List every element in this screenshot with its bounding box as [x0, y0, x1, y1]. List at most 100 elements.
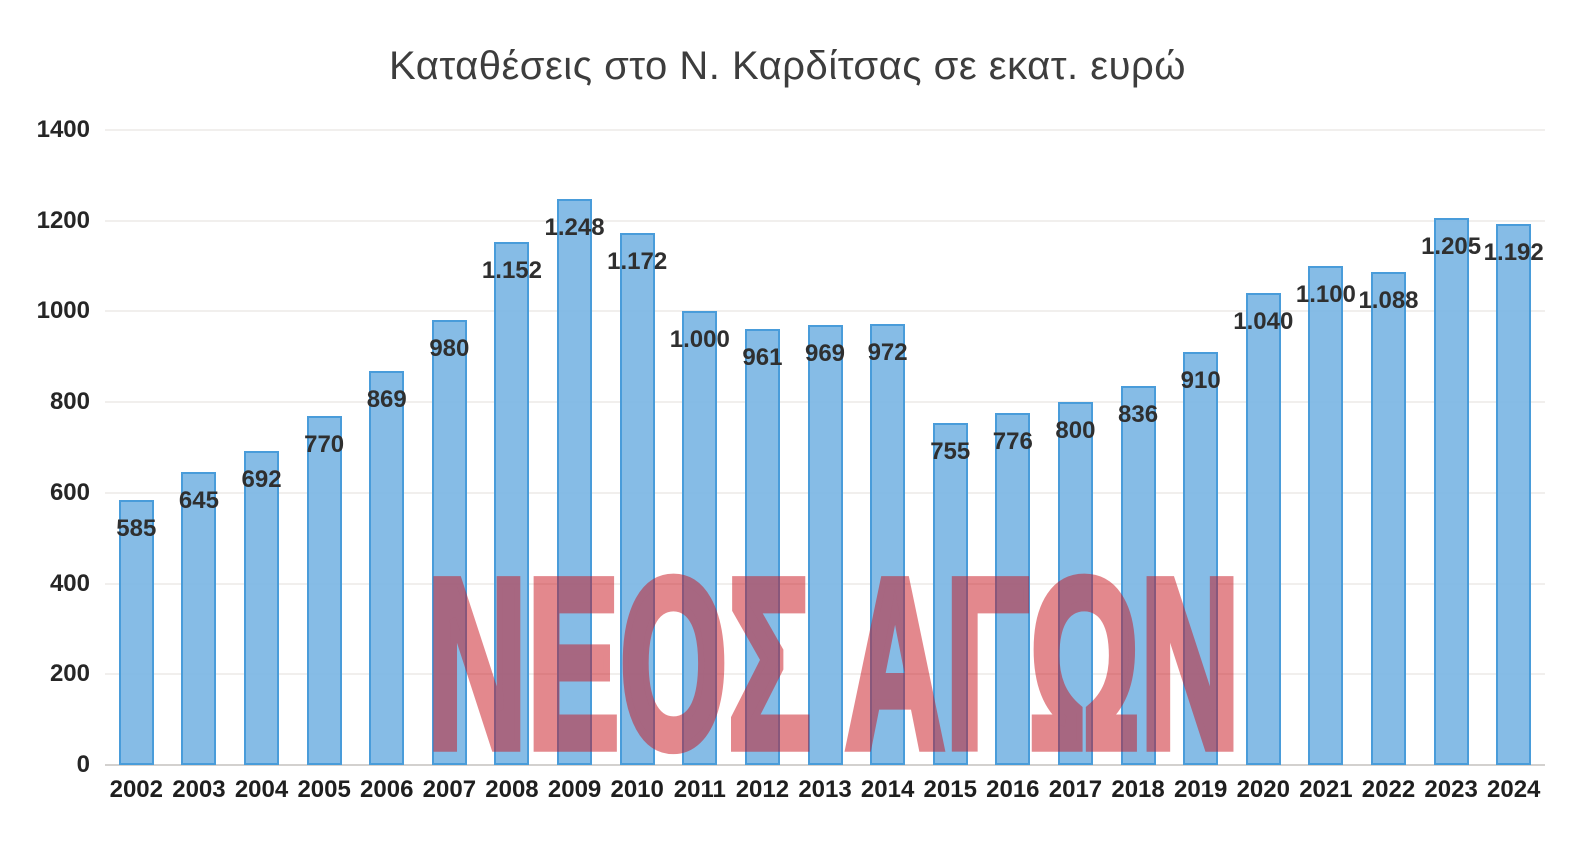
bar-slot: 755 — [919, 130, 982, 765]
bar — [1057, 402, 1093, 765]
x-axis-year-label: 2004 — [234, 776, 289, 803]
bar — [1370, 272, 1406, 765]
x-axis-year-label: 2007 — [422, 776, 477, 803]
x-axis-year-label: 2017 — [1048, 776, 1103, 803]
x-axis-year-label: 2013 — [798, 776, 852, 803]
bar-value-label: 961 — [742, 344, 783, 371]
x-axis: 2002 2003 2004 2005 2006 2007 2008 2009 2010 2011… — [105, 776, 1545, 804]
bar — [1308, 266, 1344, 765]
bar-value-label: 1.100 — [1295, 281, 1356, 308]
bar-value-label: 645 — [178, 487, 219, 514]
y-axis-tick-label: 400 — [49, 569, 90, 597]
bar — [995, 413, 1031, 765]
bar-slot: 1.152 — [481, 130, 544, 765]
bar-value-label: 972 — [867, 339, 908, 366]
x-axis-year-label: 2008 — [485, 776, 539, 803]
bar-value-label: 910 — [1180, 367, 1221, 394]
bar-value-label: 776 — [992, 428, 1033, 455]
bar-slot: 1.192 — [1482, 130, 1545, 765]
bar-slot: 585 — [105, 130, 168, 765]
gridline — [105, 129, 1545, 131]
x-axis-year-label: 2016 — [986, 776, 1040, 803]
bar-slot: 770 — [293, 130, 356, 765]
bar-value-label: 770 — [304, 431, 345, 458]
bar-slot: 645 — [168, 130, 231, 765]
bar-value-label: 1.000 — [669, 326, 730, 353]
x-axis-year-label: 2014 — [860, 776, 915, 803]
bar-slot: 1.088 — [1357, 130, 1420, 765]
x-axis-year-label: 2024 — [1487, 776, 1541, 803]
x-axis-year-label: 2002 — [109, 776, 163, 803]
bar-slot: 1.040 — [1232, 130, 1295, 765]
bar-value-label: 1.088 — [1358, 287, 1419, 314]
chart-title: Καταθέσεις στο Ν. Καρδίτσας σε εκατ. ευρ… — [389, 44, 1186, 88]
bar-value-label: 836 — [1118, 401, 1159, 428]
bar — [932, 423, 968, 765]
bar — [369, 371, 405, 765]
x-axis-year-label: 2011 — [673, 776, 726, 803]
bar-value-label: 755 — [930, 438, 971, 465]
bar — [1183, 352, 1219, 765]
y-axis-tick-label: 1200 — [36, 206, 90, 234]
bar-slot: 776 — [982, 130, 1045, 765]
x-axis-year-label: 2023 — [1424, 776, 1478, 803]
gridline — [105, 310, 1545, 313]
bar-slot: 1.248 — [543, 130, 606, 765]
bar-value-label: 800 — [1055, 417, 1096, 444]
y-axis-tick-label: 200 — [49, 660, 90, 688]
bar-value-label: 692 — [241, 466, 282, 493]
bar-slot: 972 — [856, 130, 919, 765]
x-axis-year-label: 2022 — [1361, 776, 1416, 803]
x-axis-year-label: 2015 — [923, 776, 977, 803]
bar-slot: 969 — [794, 130, 857, 765]
bar — [494, 242, 530, 765]
bar-slot: 1.000 — [668, 130, 731, 765]
x-axis-year-label: 2019 — [1173, 776, 1228, 803]
bar — [1120, 386, 1156, 765]
bar — [682, 311, 718, 765]
bar-value-label: 1.205 — [1421, 233, 1482, 260]
bar — [181, 472, 217, 765]
x-axis-year-label: 2012 — [735, 776, 790, 803]
bar-value-label: 1.172 — [607, 248, 668, 275]
bar — [1245, 293, 1281, 765]
bar-slot: 869 — [355, 130, 418, 765]
bar — [118, 500, 154, 765]
x-axis-year-label: 2021 — [1299, 776, 1353, 803]
y-axis-tick-label: 1400 — [36, 116, 90, 143]
bar-slot: 1.100 — [1295, 130, 1358, 765]
bar-slot: 1.172 — [606, 130, 669, 765]
x-axis-year-label: 2006 — [360, 776, 414, 803]
x-axis-year-label: 2018 — [1111, 776, 1165, 803]
bar-value-label: 980 — [429, 335, 470, 362]
x-axis-year-label: 2005 — [297, 776, 351, 803]
bar-slot: 1.205 — [1420, 130, 1483, 765]
y-axis-tick-label: 0 — [76, 751, 90, 778]
x-axis-line — [105, 764, 1545, 766]
bar — [431, 320, 467, 765]
bar-value-label: 1.040 — [1233, 308, 1294, 335]
bar — [1433, 218, 1469, 765]
plot-area: 585 645 692 770 869 980 1.152 1.248 1.172 1.000 96… — [105, 129, 1545, 766]
bar — [557, 199, 593, 765]
bar-value-label: 1.192 — [1483, 239, 1544, 266]
bar-series: 585 645 692 770 869 980 1.152 1.248 1.172 1.000 96… — [105, 130, 1545, 765]
bar — [807, 325, 843, 765]
bar-value-label: 869 — [366, 386, 407, 413]
bar-value-label: 1.152 — [481, 257, 542, 284]
y-axis-tick-label: 800 — [49, 388, 90, 416]
bar — [244, 451, 280, 765]
gridline — [105, 219, 1545, 222]
x-axis-year-label: 2010 — [610, 776, 664, 803]
bar-value-label: 585 — [116, 515, 157, 542]
x-axis-year-label: 2009 — [547, 776, 602, 803]
bar-value-label: 1.248 — [544, 214, 605, 241]
bar-slot: 836 — [1107, 130, 1170, 765]
y-axis: 0 200 400 600 800 1000 1200 1400 — [0, 0, 90, 851]
y-axis-tick-label: 1000 — [36, 297, 90, 325]
bar-slot: 800 — [1044, 130, 1107, 765]
bar — [1496, 224, 1532, 765]
bar-slot: 961 — [731, 130, 794, 765]
bar — [306, 416, 342, 765]
bar — [744, 329, 780, 765]
